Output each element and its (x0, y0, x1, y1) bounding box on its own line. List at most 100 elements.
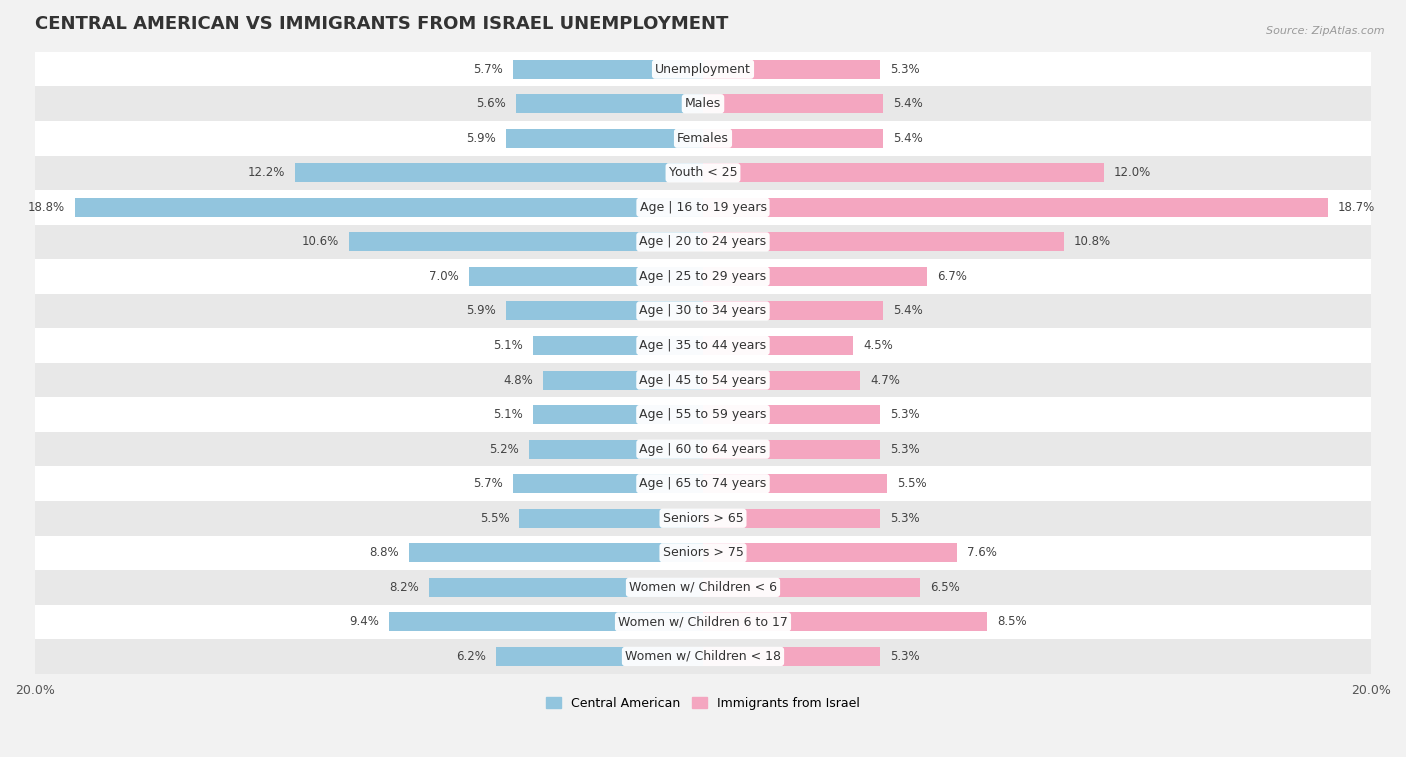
Text: Age | 55 to 59 years: Age | 55 to 59 years (640, 408, 766, 421)
Bar (533, 336, 703, 355)
Bar (703, 60, 880, 79)
Text: 4.7%: 4.7% (870, 373, 900, 387)
Bar (35, 52, 1371, 86)
Bar (703, 578, 920, 597)
Bar (703, 198, 1327, 217)
Bar (703, 267, 927, 286)
Text: 5.9%: 5.9% (467, 132, 496, 145)
Bar (35, 501, 1371, 535)
Bar (703, 164, 1104, 182)
Text: Age | 45 to 54 years: Age | 45 to 54 years (640, 373, 766, 387)
Text: 5.3%: 5.3% (890, 512, 920, 525)
Text: 9.4%: 9.4% (349, 615, 380, 628)
Text: Age | 65 to 74 years: Age | 65 to 74 years (640, 477, 766, 491)
Text: 7.6%: 7.6% (967, 547, 997, 559)
Bar (295, 164, 703, 182)
Text: 6.2%: 6.2% (456, 650, 486, 663)
Text: 10.8%: 10.8% (1074, 235, 1111, 248)
Text: Seniors > 65: Seniors > 65 (662, 512, 744, 525)
Bar (409, 544, 703, 562)
Text: 5.3%: 5.3% (890, 408, 920, 421)
Text: 4.5%: 4.5% (863, 339, 893, 352)
Text: Age | 30 to 34 years: Age | 30 to 34 years (640, 304, 766, 317)
Text: Age | 25 to 29 years: Age | 25 to 29 years (640, 270, 766, 283)
Text: Females: Females (678, 132, 728, 145)
Bar (35, 466, 1371, 501)
Bar (429, 578, 703, 597)
Text: 12.2%: 12.2% (247, 167, 285, 179)
Text: 8.5%: 8.5% (997, 615, 1026, 628)
Bar (470, 267, 703, 286)
Bar (506, 129, 703, 148)
Bar (35, 329, 1371, 363)
Bar (35, 570, 1371, 605)
Bar (35, 294, 1371, 329)
Text: 4.8%: 4.8% (503, 373, 533, 387)
Text: 5.9%: 5.9% (467, 304, 496, 317)
Bar (703, 129, 883, 148)
Text: 5.1%: 5.1% (494, 408, 523, 421)
Bar (35, 397, 1371, 432)
Text: 5.5%: 5.5% (479, 512, 509, 525)
Bar (703, 232, 1064, 251)
Bar (703, 509, 880, 528)
Bar (496, 647, 703, 666)
Text: 5.2%: 5.2% (489, 443, 519, 456)
Text: Unemployment: Unemployment (655, 63, 751, 76)
Text: 5.4%: 5.4% (893, 132, 924, 145)
Bar (35, 639, 1371, 674)
Bar (513, 60, 703, 79)
Text: Women w/ Children 6 to 17: Women w/ Children 6 to 17 (619, 615, 787, 628)
Text: Source: ZipAtlas.com: Source: ZipAtlas.com (1267, 26, 1385, 36)
Text: Age | 16 to 19 years: Age | 16 to 19 years (640, 201, 766, 214)
Text: 5.6%: 5.6% (477, 97, 506, 111)
Bar (703, 612, 987, 631)
Text: Seniors > 75: Seniors > 75 (662, 547, 744, 559)
Text: 18.8%: 18.8% (28, 201, 65, 214)
Bar (703, 544, 957, 562)
Bar (703, 336, 853, 355)
Bar (75, 198, 703, 217)
Text: 12.0%: 12.0% (1114, 167, 1152, 179)
Bar (513, 474, 703, 494)
Text: 8.2%: 8.2% (389, 581, 419, 593)
Text: Youth < 25: Youth < 25 (669, 167, 737, 179)
Bar (35, 121, 1371, 155)
Text: 5.5%: 5.5% (897, 477, 927, 491)
Text: CENTRAL AMERICAN VS IMMIGRANTS FROM ISRAEL UNEMPLOYMENT: CENTRAL AMERICAN VS IMMIGRANTS FROM ISRA… (35, 15, 728, 33)
Text: 5.3%: 5.3% (890, 443, 920, 456)
Text: 5.3%: 5.3% (890, 650, 920, 663)
Text: Age | 35 to 44 years: Age | 35 to 44 years (640, 339, 766, 352)
Bar (35, 363, 1371, 397)
Text: 10.6%: 10.6% (302, 235, 339, 248)
Text: Males: Males (685, 97, 721, 111)
Text: 18.7%: 18.7% (1337, 201, 1375, 214)
Text: Women w/ Children < 18: Women w/ Children < 18 (626, 650, 780, 663)
Text: 5.3%: 5.3% (890, 63, 920, 76)
Bar (35, 432, 1371, 466)
Text: 5.4%: 5.4% (893, 97, 924, 111)
Bar (516, 94, 703, 114)
Bar (703, 440, 880, 459)
Text: 7.0%: 7.0% (429, 270, 460, 283)
Bar (543, 371, 703, 390)
Text: 6.5%: 6.5% (931, 581, 960, 593)
Bar (703, 474, 887, 494)
Bar (703, 301, 883, 320)
Text: Women w/ Children < 6: Women w/ Children < 6 (628, 581, 778, 593)
Text: 5.1%: 5.1% (494, 339, 523, 352)
Bar (703, 371, 860, 390)
Bar (35, 605, 1371, 639)
Text: Age | 20 to 24 years: Age | 20 to 24 years (640, 235, 766, 248)
Bar (35, 225, 1371, 259)
Bar (35, 190, 1371, 225)
Bar (506, 301, 703, 320)
Bar (703, 94, 883, 114)
Bar (533, 405, 703, 424)
Text: 8.8%: 8.8% (370, 547, 399, 559)
Bar (35, 86, 1371, 121)
Bar (519, 509, 703, 528)
Legend: Central American, Immigrants from Israel: Central American, Immigrants from Israel (541, 692, 865, 715)
Bar (35, 155, 1371, 190)
Text: 5.4%: 5.4% (893, 304, 924, 317)
